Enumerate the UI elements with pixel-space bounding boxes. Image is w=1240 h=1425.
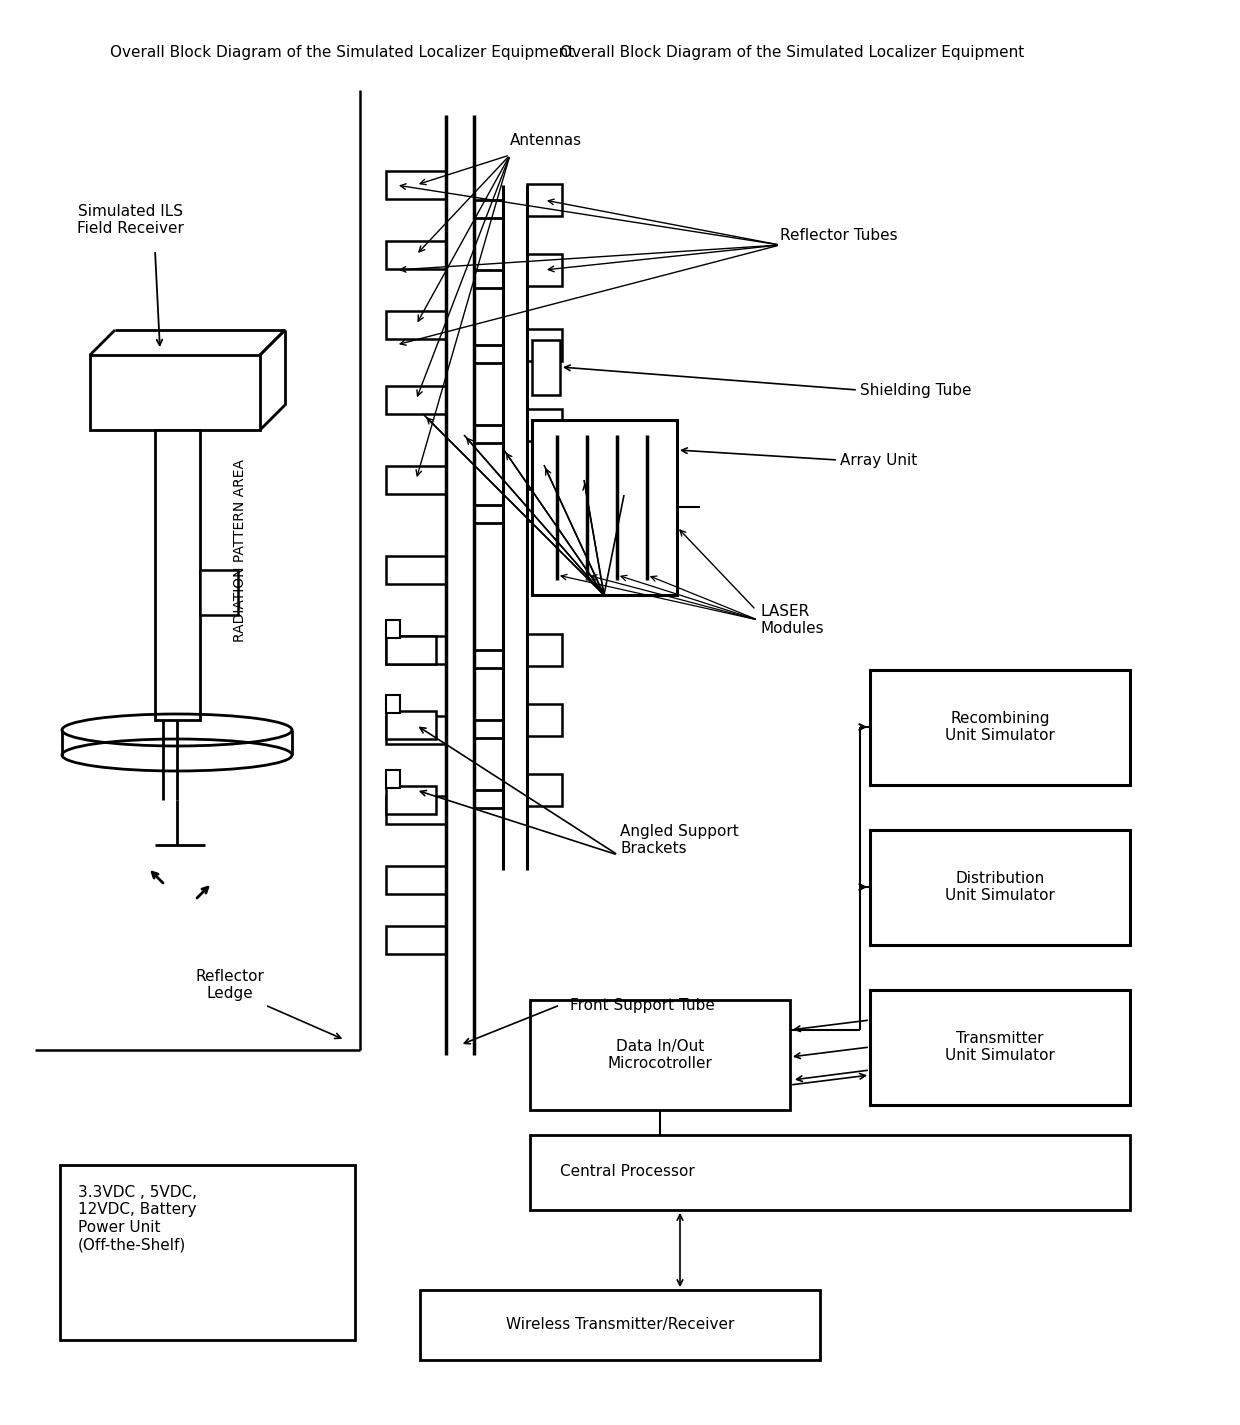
Bar (386, 241, 446, 269)
Bar (420, 1290, 820, 1359)
Text: Distribution
Unit Simulator: Distribution Unit Simulator (945, 871, 1055, 903)
Bar (870, 990, 1130, 1104)
Bar (386, 311, 446, 339)
Bar (386, 636, 446, 664)
Text: Antennas: Antennas (510, 133, 582, 148)
Bar (386, 556, 446, 584)
Bar (386, 386, 446, 415)
Bar (527, 634, 562, 665)
Bar (386, 926, 446, 953)
Bar (386, 466, 446, 494)
Bar (529, 1134, 1130, 1210)
Text: Angled Support
Brackets: Angled Support Brackets (620, 824, 739, 856)
Bar (386, 787, 436, 814)
Text: Recombining
Unit Simulator: Recombining Unit Simulator (945, 711, 1055, 744)
Bar (386, 620, 401, 638)
Bar (91, 355, 260, 430)
Text: Overall Block Diagram of the Simulated Localizer Equipment: Overall Block Diagram of the Simulated L… (560, 46, 1024, 60)
Bar (386, 636, 436, 664)
Text: Reflector Tubes: Reflector Tubes (780, 228, 898, 242)
Text: Front Support Tube: Front Support Tube (570, 997, 715, 1013)
Bar (527, 489, 562, 522)
Text: LASER
Modules: LASER Modules (760, 604, 823, 636)
Bar (386, 797, 446, 824)
Bar (529, 1000, 790, 1110)
Bar (532, 420, 677, 596)
Bar (200, 570, 238, 616)
Bar (155, 430, 200, 720)
Bar (386, 770, 401, 788)
Text: 3.3VDC , 5VDC,
12VDC, Battery
Power Unit
(Off-the-Shelf): 3.3VDC , 5VDC, 12VDC, Battery Power Unit… (78, 1186, 197, 1253)
Bar (386, 715, 446, 744)
Bar (386, 695, 401, 712)
Text: Overall Block Diagram of the Simulated Localizer Equipment: Overall Block Diagram of the Simulated L… (110, 46, 574, 60)
Text: RADIATION PATTERN AREA: RADIATION PATTERN AREA (233, 459, 247, 641)
Bar (527, 329, 562, 361)
Bar (527, 184, 562, 217)
Bar (870, 670, 1130, 785)
Text: Wireless Transmitter/Receiver: Wireless Transmitter/Receiver (506, 1318, 734, 1332)
Bar (60, 1166, 355, 1339)
Bar (386, 711, 436, 740)
Bar (527, 254, 562, 286)
Bar (532, 341, 560, 395)
Text: Array Unit: Array Unit (839, 453, 918, 467)
Bar (527, 704, 562, 735)
Bar (527, 774, 562, 807)
Text: Central Processor: Central Processor (560, 1164, 694, 1180)
Bar (527, 409, 562, 440)
Text: Reflector
Ledge: Reflector Ledge (196, 969, 264, 1002)
Bar (870, 829, 1130, 945)
Text: Shielding Tube: Shielding Tube (861, 382, 971, 398)
Bar (386, 171, 446, 200)
Text: Simulated ILS
Field Receiver: Simulated ILS Field Receiver (77, 204, 184, 237)
Text: Data In/Out
Microcotroller: Data In/Out Microcotroller (608, 1039, 713, 1072)
Text: Transmitter
Unit Simulator: Transmitter Unit Simulator (945, 1030, 1055, 1063)
Bar (386, 866, 446, 893)
